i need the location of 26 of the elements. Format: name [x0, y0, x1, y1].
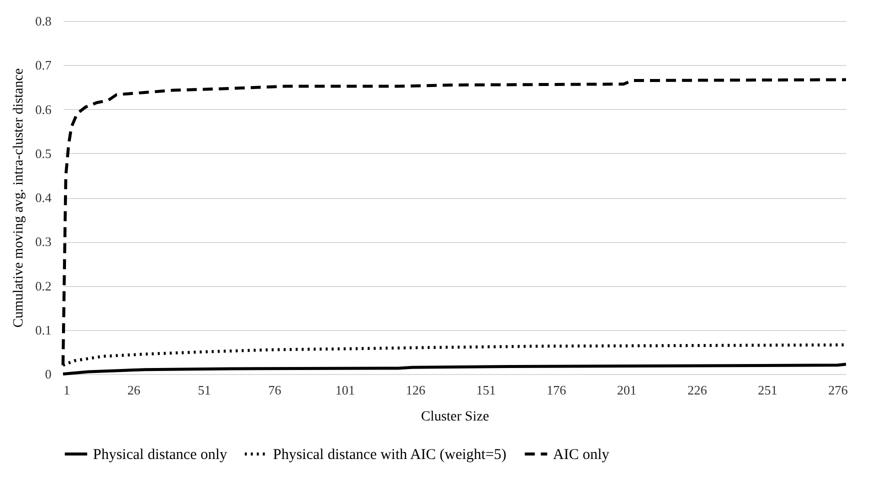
legend-label: AIC only — [553, 447, 610, 463]
y-tick-label: 0.2 — [35, 278, 52, 294]
x-tick-label: 26 — [127, 382, 141, 398]
x-tick-label: 76 — [268, 382, 282, 398]
x-axis-title: Cluster Size — [420, 410, 490, 424]
y-tick-label: 0.8 — [35, 14, 52, 28]
y-tick-label: 0 — [45, 366, 52, 382]
x-tick-label: 201 — [617, 382, 637, 398]
y-tick-label: 0.7 — [35, 58, 52, 73]
x-tick-label: 276 — [828, 382, 848, 398]
y-tick-label: 0.5 — [35, 146, 52, 161]
y-tick-label: 0.4 — [35, 190, 52, 205]
x-tick-label: 126 — [406, 382, 426, 398]
legend-label: Physical distance only — [93, 447, 228, 463]
x-tick-label: 101 — [335, 382, 355, 398]
x-tick-label: 51 — [198, 382, 211, 398]
x-tick-label: 176 — [546, 382, 567, 398]
x-tick-label: 251 — [758, 382, 778, 398]
y-tick-label: 0.6 — [35, 102, 52, 117]
x-tick-label: 151 — [476, 382, 496, 398]
x-tick-label: 226 — [687, 382, 708, 398]
x-tick-label: 1 — [64, 382, 70, 398]
legend-label: Physical distance with AIC (weight=5) — [273, 447, 506, 463]
y-axis-title: Cumulative moving avg. intra-cluster distance — [11, 68, 26, 328]
y-tick-label: 0.1 — [35, 322, 52, 338]
y-tick-label: 0.3 — [35, 234, 52, 250]
